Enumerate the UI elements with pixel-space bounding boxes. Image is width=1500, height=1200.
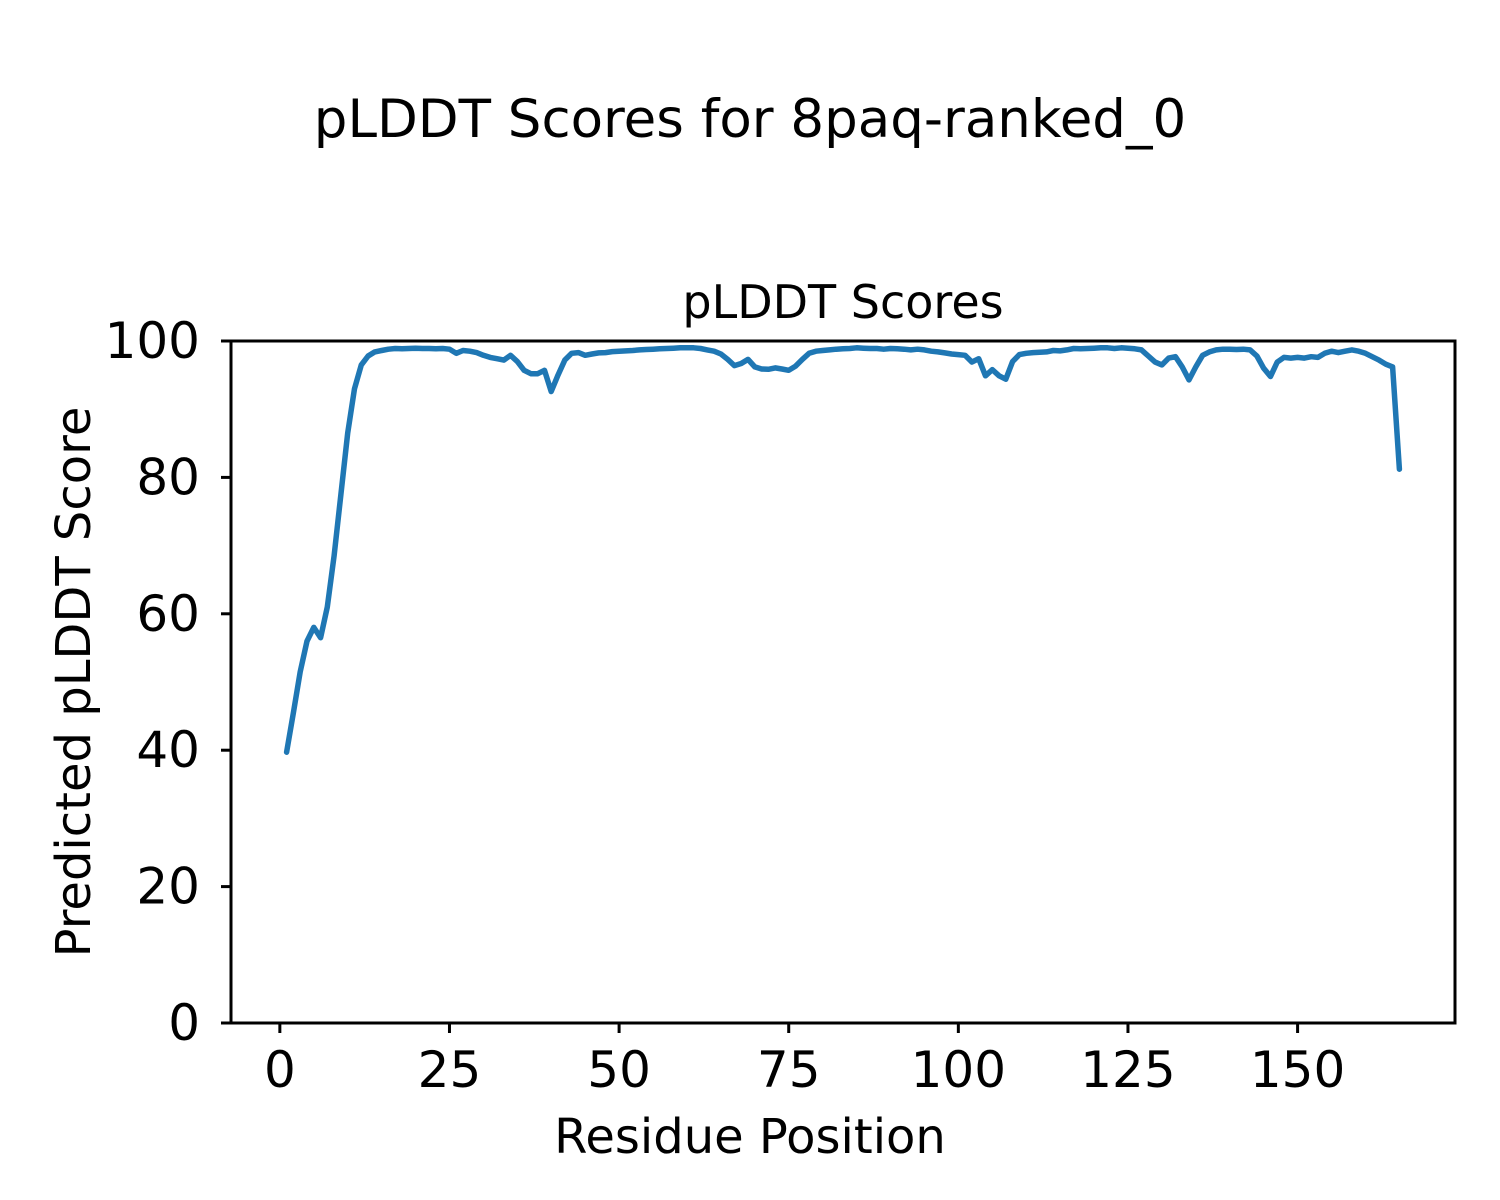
x-tick-label: 50 — [587, 1041, 651, 1099]
axes-spines — [229, 339, 1457, 1025]
x-axis-label: Residue Position — [554, 1109, 946, 1165]
y-tick-label: 20 — [136, 858, 200, 916]
x-tick-label: 100 — [911, 1041, 1006, 1099]
figure-title: pLDDT Scores for 8paq-ranked_0 — [314, 89, 1186, 150]
plddt-line-series — [283, 345, 1403, 755]
y-tick-label: 80 — [136, 448, 200, 506]
y-axis-ticks: 0 20 40 60 80 100 — [105, 312, 231, 1052]
axes-frame — [229, 339, 1457, 1025]
y-axis-label: Predicted pLDDT Score — [46, 407, 102, 958]
y-tick-label: 0 — [168, 994, 200, 1052]
x-tick-label: 75 — [757, 1041, 821, 1099]
x-tick-label: 25 — [418, 1041, 482, 1099]
y-tick-label: 60 — [136, 585, 200, 643]
x-axis-ticks: 0 25 50 75 100 125 150 — [264, 1023, 1345, 1099]
x-tick-label: 125 — [1080, 1041, 1175, 1099]
plddt-score-line — [283, 345, 1403, 755]
y-tick-label: 40 — [136, 721, 200, 779]
y-tick-label: 100 — [105, 312, 200, 370]
x-tick-label: 0 — [264, 1041, 296, 1099]
x-tick-label: 150 — [1250, 1041, 1345, 1099]
axes-title: pLDDT Scores — [682, 275, 1003, 329]
